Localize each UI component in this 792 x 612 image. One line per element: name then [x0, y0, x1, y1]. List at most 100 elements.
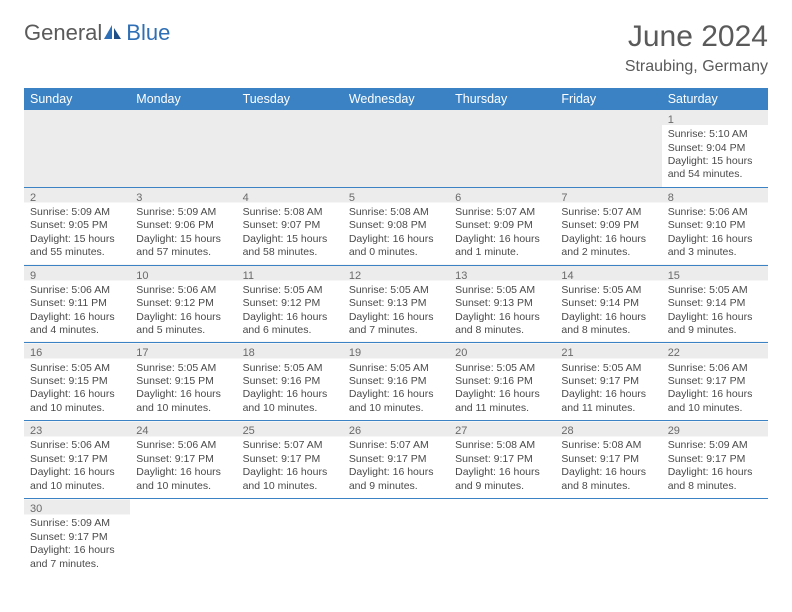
- cell-line: Sunset: 9:17 PM: [455, 453, 549, 466]
- cell-line: Sunrise: 5:05 AM: [455, 284, 549, 297]
- cell-line: and 54 minutes.: [668, 168, 762, 181]
- cell-line: and 58 minutes.: [243, 246, 337, 259]
- cell-line: Sunset: 9:10 PM: [668, 219, 762, 232]
- cell-line: Sunrise: 5:06 AM: [668, 362, 762, 375]
- cell-line: Sunrise: 5:08 AM: [455, 439, 549, 452]
- calendar-cell: 26Sunrise: 5:07 AMSunset: 9:17 PMDayligh…: [343, 421, 449, 499]
- cell-line: and 6 minutes.: [243, 324, 337, 337]
- logo: General Blue: [24, 20, 170, 46]
- cell-line: and 10 minutes.: [243, 402, 337, 415]
- cell-line: Sunset: 9:12 PM: [136, 297, 230, 310]
- cell-line: Sunrise: 5:07 AM: [349, 439, 443, 452]
- day-number: 29: [668, 424, 762, 438]
- calendar-week-row: 23Sunrise: 5:06 AMSunset: 9:17 PMDayligh…: [24, 421, 768, 499]
- cell-line: Daylight: 16 hours: [30, 311, 124, 324]
- dayname-thursday: Thursday: [449, 88, 555, 110]
- cell-line: and 8 minutes.: [455, 324, 549, 337]
- calendar-cell: 4Sunrise: 5:08 AMSunset: 9:07 PMDaylight…: [237, 187, 343, 265]
- day-number: 19: [349, 346, 443, 360]
- cell-line: Sunrise: 5:05 AM: [136, 362, 230, 375]
- calendar-cell: 15Sunrise: 5:05 AMSunset: 9:14 PMDayligh…: [662, 265, 768, 343]
- calendar-cell: [343, 499, 449, 576]
- cell-line: and 11 minutes.: [455, 402, 549, 415]
- cell-line: Sunrise: 5:10 AM: [668, 128, 762, 141]
- cell-line: Daylight: 16 hours: [561, 388, 655, 401]
- cell-line: Sunset: 9:12 PM: [243, 297, 337, 310]
- day-number: 7: [561, 191, 655, 205]
- logo-text-general: General: [24, 20, 102, 46]
- day-number: 25: [243, 424, 337, 438]
- location: Straubing, Germany: [625, 58, 768, 76]
- cell-line: Sunrise: 5:09 AM: [30, 206, 124, 219]
- cell-line: and 2 minutes.: [561, 246, 655, 259]
- cell-line: Daylight: 16 hours: [455, 388, 549, 401]
- cell-line: Daylight: 16 hours: [455, 311, 549, 324]
- calendar-cell: 28Sunrise: 5:08 AMSunset: 9:17 PMDayligh…: [555, 421, 661, 499]
- calendar-cell: 18Sunrise: 5:05 AMSunset: 9:16 PMDayligh…: [237, 343, 343, 421]
- cell-line: Sunset: 9:07 PM: [243, 219, 337, 232]
- cell-line: Daylight: 16 hours: [243, 311, 337, 324]
- cell-line: and 10 minutes.: [243, 480, 337, 493]
- cell-line: Sunrise: 5:06 AM: [136, 439, 230, 452]
- calendar-cell: 25Sunrise: 5:07 AMSunset: 9:17 PMDayligh…: [237, 421, 343, 499]
- dayname-monday: Monday: [130, 88, 236, 110]
- day-number: 9: [30, 269, 124, 283]
- day-number: 13: [455, 269, 549, 283]
- cell-line: and 8 minutes.: [668, 480, 762, 493]
- calendar-cell: [555, 110, 661, 187]
- cell-line: and 10 minutes.: [30, 480, 124, 493]
- cell-line: Sunrise: 5:06 AM: [136, 284, 230, 297]
- cell-line: Sunrise: 5:05 AM: [243, 362, 337, 375]
- day-number: 10: [136, 269, 230, 283]
- calendar-cell: [343, 110, 449, 187]
- cell-line: and 7 minutes.: [30, 558, 124, 571]
- cell-line: Sunrise: 5:05 AM: [243, 284, 337, 297]
- cell-line: Sunrise: 5:05 AM: [561, 362, 655, 375]
- calendar-cell: 7Sunrise: 5:07 AMSunset: 9:09 PMDaylight…: [555, 187, 661, 265]
- dayname-row: Sunday Monday Tuesday Wednesday Thursday…: [24, 88, 768, 110]
- day-number: 22: [668, 346, 762, 360]
- cell-line: Daylight: 16 hours: [455, 233, 549, 246]
- cell-line: Sunrise: 5:05 AM: [455, 362, 549, 375]
- day-number: 3: [136, 191, 230, 205]
- cell-line: Sunset: 9:17 PM: [668, 375, 762, 388]
- calendar-table: Sunday Monday Tuesday Wednesday Thursday…: [24, 88, 768, 576]
- calendar-cell: [24, 110, 130, 187]
- cell-line: Daylight: 16 hours: [668, 388, 762, 401]
- cell-line: and 8 minutes.: [561, 324, 655, 337]
- day-number: 8: [668, 191, 762, 205]
- cell-line: Sunrise: 5:05 AM: [30, 362, 124, 375]
- cell-line: and 5 minutes.: [136, 324, 230, 337]
- calendar-cell: 1Sunrise: 5:10 AMSunset: 9:04 PMDaylight…: [662, 110, 768, 187]
- day-number: 6: [455, 191, 549, 205]
- calendar-cell: [449, 110, 555, 187]
- day-number: 2: [30, 191, 124, 205]
- cell-line: Daylight: 16 hours: [30, 388, 124, 401]
- calendar-cell: [130, 110, 236, 187]
- cell-line: Sunset: 9:16 PM: [243, 375, 337, 388]
- cell-line: Daylight: 16 hours: [561, 311, 655, 324]
- cell-line: Sunset: 9:08 PM: [349, 219, 443, 232]
- cell-line: and 9 minutes.: [668, 324, 762, 337]
- calendar-cell: 27Sunrise: 5:08 AMSunset: 9:17 PMDayligh…: [449, 421, 555, 499]
- day-number: 23: [30, 424, 124, 438]
- title-block: June 2024 Straubing, Germany: [625, 20, 768, 76]
- day-number: 17: [136, 346, 230, 360]
- calendar-week-row: 9Sunrise: 5:06 AMSunset: 9:11 PMDaylight…: [24, 265, 768, 343]
- cell-line: Daylight: 16 hours: [136, 466, 230, 479]
- cell-line: Sunset: 9:17 PM: [668, 453, 762, 466]
- cell-line: Sunset: 9:15 PM: [30, 375, 124, 388]
- cell-line: Daylight: 15 hours: [136, 233, 230, 246]
- cell-line: Sunset: 9:17 PM: [561, 453, 655, 466]
- calendar-cell: 17Sunrise: 5:05 AMSunset: 9:15 PMDayligh…: [130, 343, 236, 421]
- cell-line: and 10 minutes.: [136, 402, 230, 415]
- cell-line: Sunset: 9:17 PM: [30, 531, 124, 544]
- day-number: 20: [455, 346, 549, 360]
- cell-line: Daylight: 15 hours: [668, 155, 762, 168]
- cell-line: and 0 minutes.: [349, 246, 443, 259]
- day-number: 26: [349, 424, 443, 438]
- calendar-cell: 2Sunrise: 5:09 AMSunset: 9:05 PMDaylight…: [24, 187, 130, 265]
- cell-line: Daylight: 16 hours: [136, 388, 230, 401]
- cell-line: Sunrise: 5:06 AM: [30, 439, 124, 452]
- cell-line: Sunrise: 5:05 AM: [349, 284, 443, 297]
